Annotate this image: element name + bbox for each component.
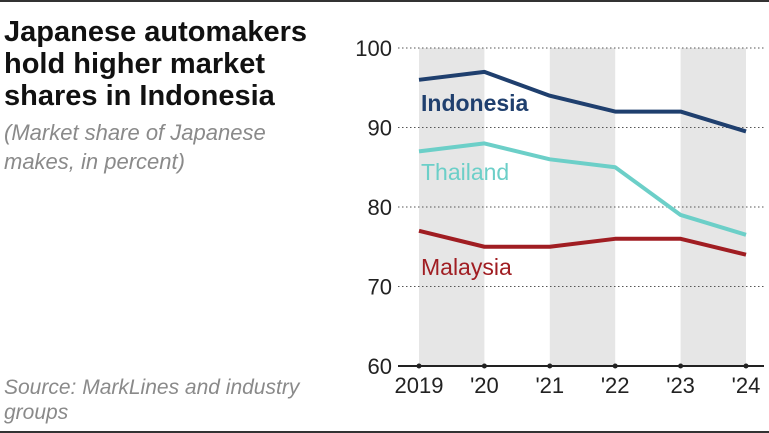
x-tick-label: 2019 <box>395 373 444 398</box>
series-line-indonesia <box>418 69 747 134</box>
x-tick-label: '20 <box>470 373 499 398</box>
x-tick-label: '23 <box>666 373 695 398</box>
series-label-malaysia: Malaysia <box>421 254 512 280</box>
y-tick-label: 70 <box>368 275 392 300</box>
x-tick-mark <box>547 363 553 369</box>
x-tick-mark <box>743 363 749 369</box>
series-label-indonesia: Indonesia <box>421 90 529 116</box>
x-tick-mark <box>481 363 487 369</box>
x-tick-mark <box>416 363 422 369</box>
chart-subtitle: (Market share of Japanese makes, in perc… <box>4 120 266 174</box>
year-band <box>419 48 485 366</box>
x-tick-label: '24 <box>732 373 761 398</box>
x-tick-label: '22 <box>601 373 630 398</box>
x-tick-mark <box>678 363 684 369</box>
bottom-rule <box>0 431 769 433</box>
series-label-thailand: Thailand <box>421 159 509 185</box>
series-line-malaysia <box>418 228 747 257</box>
top-rule <box>0 0 769 2</box>
series-line-thailand <box>418 141 747 237</box>
y-tick-label: 90 <box>368 116 392 141</box>
y-tick-label: 100 <box>355 36 392 61</box>
chart-title: Japanese automakers hold higher market s… <box>4 16 308 112</box>
x-tick-label: '21 <box>535 373 564 398</box>
source-note: Source: MarkLines and industry groups <box>4 376 300 424</box>
y-tick-label: 80 <box>368 195 392 220</box>
x-tick-mark <box>612 363 618 369</box>
y-tick-label: 60 <box>368 354 392 379</box>
